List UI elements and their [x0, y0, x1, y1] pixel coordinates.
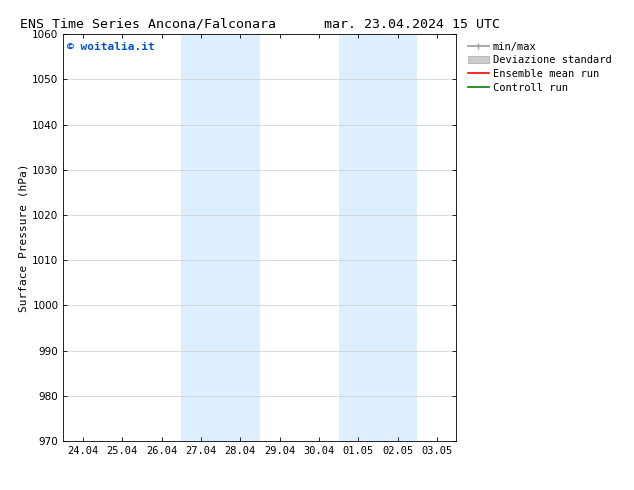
Legend: min/max, Deviazione standard, Ensemble mean run, Controll run: min/max, Deviazione standard, Ensemble m…	[465, 40, 614, 95]
Title: ENS Time Series Ancona/Falconara      mar. 23.04.2024 15 UTC: ENS Time Series Ancona/Falconara mar. 23…	[20, 17, 500, 30]
Y-axis label: Surface Pressure (hPa): Surface Pressure (hPa)	[18, 163, 28, 312]
Bar	[339, 34, 417, 441]
Text: © woitalia.it: © woitalia.it	[67, 43, 155, 52]
Bar	[181, 34, 260, 441]
